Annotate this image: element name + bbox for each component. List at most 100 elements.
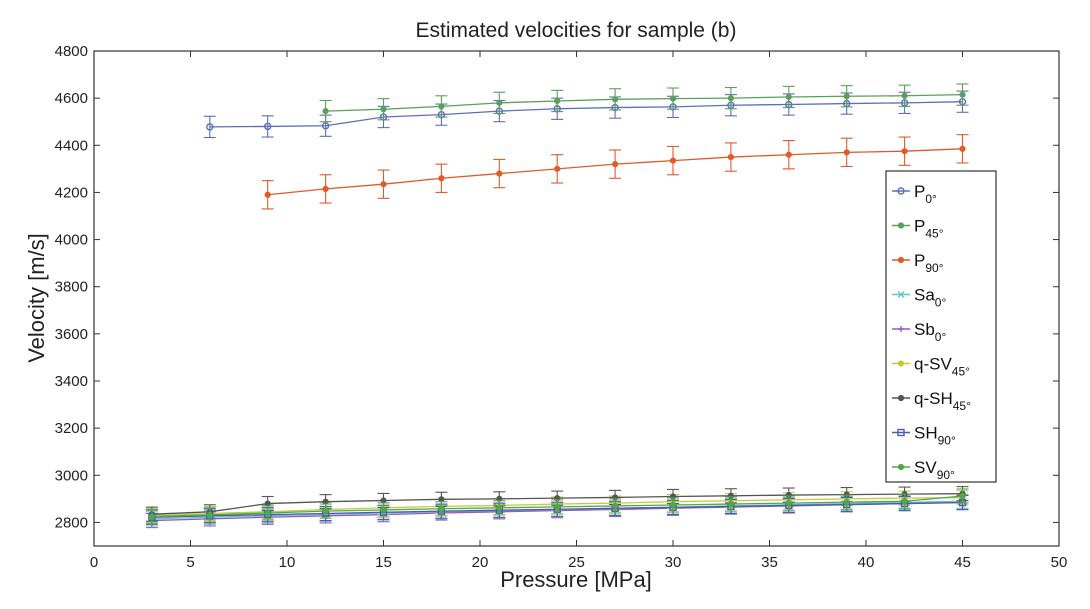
legend-label-subscript: 45°: [953, 399, 971, 413]
data-point: [380, 506, 387, 514]
legend-swatch-marker: [897, 256, 905, 264]
legend-entry: SV90°: [892, 458, 955, 482]
y-tick-label: 4800: [55, 43, 88, 60]
legend-entry: P90°: [892, 251, 944, 275]
series-sv-8: [145, 488, 969, 525]
data-point: [496, 170, 503, 177]
x-tick-label: 0: [90, 554, 98, 571]
data-point: [727, 500, 735, 508]
x-tick-label: 25: [568, 554, 585, 571]
series-line: [209, 101, 963, 128]
data-point: [612, 161, 619, 168]
data-point: [496, 504, 503, 511]
legend-label-name: Sa: [914, 286, 935, 305]
y-tick-label: 3400: [55, 373, 88, 390]
legend-label-subscript: 90°: [925, 261, 943, 275]
series-p-2: [261, 134, 969, 210]
legend-label: P0°: [914, 182, 937, 206]
y-tick-label: 4200: [55, 184, 88, 201]
data-point: [727, 95, 735, 102]
y-tick-label: 3600: [55, 326, 88, 343]
legend-entry: Sb0°: [892, 320, 946, 344]
y-tick-label: 4600: [55, 90, 88, 107]
data-point: [321, 122, 330, 130]
data-point: [496, 99, 503, 106]
y-tick-label: 3000: [55, 467, 88, 484]
legend-entry: P0°: [892, 182, 937, 206]
x-axis-label: Pressure [MPa]: [500, 567, 652, 592]
data-point: [901, 148, 908, 155]
series-line: [325, 93, 963, 112]
x-tick-label: 35: [761, 554, 778, 571]
legend-label-name: q-SH: [914, 389, 953, 408]
y-tick-label: 3200: [55, 420, 88, 437]
legend-label-subscript: 0°: [935, 330, 947, 344]
legend-label-name: P: [914, 182, 925, 201]
data-point: [264, 191, 271, 198]
legend-label-subscript: 90°: [937, 468, 955, 482]
legend-label: P90°: [914, 251, 944, 275]
data-point: [380, 106, 387, 113]
legend-label-subscript: 0°: [925, 192, 937, 206]
data-point: [264, 509, 271, 517]
legend-entry: q-SH45°: [892, 389, 971, 413]
data-point: [901, 498, 908, 505]
legend-label: SH90°: [914, 424, 956, 448]
x-tick-label: 40: [858, 554, 875, 571]
data-point: [669, 501, 677, 509]
y-tick-label: 3800: [55, 279, 88, 296]
data-point: [554, 97, 561, 105]
y-tick-label: 2800: [55, 514, 88, 531]
data-point: [785, 151, 792, 158]
legend-label-subscript: 45°: [925, 227, 943, 241]
legend-swatch-marker: [898, 326, 904, 332]
legend-label-name: SH: [914, 424, 938, 443]
data-point: [438, 175, 445, 182]
legend-label: Sa0°: [914, 286, 946, 310]
x-tick-label: 20: [472, 554, 489, 571]
legend-label: q-SH45°: [914, 389, 971, 413]
data-point: [669, 157, 677, 164]
data-point: [785, 93, 792, 101]
data-point: [727, 153, 735, 161]
legend-swatch-marker: [897, 187, 905, 195]
legend-swatch-marker: [897, 222, 905, 229]
legend-label-subscript: 0°: [935, 296, 947, 310]
legend-entry: P45°: [892, 217, 944, 241]
y-tick-label: 4400: [55, 137, 88, 154]
legend-label-name: q-SV: [914, 355, 952, 374]
data-point: [669, 95, 677, 102]
series-layer: [145, 83, 969, 529]
axis-ticks: 0 5 10 15 20 25 30 35 40 45 50 2800 3000 3200 3400 3600…: [55, 43, 1068, 571]
data-point: [554, 165, 561, 172]
legend-swatch-marker: [897, 394, 905, 402]
data-point: [785, 500, 792, 507]
legend-entry: q-SV45°: [892, 355, 970, 379]
y-tick-label: 4000: [55, 232, 88, 249]
legend-label-name: P: [914, 251, 925, 270]
data-point: [322, 185, 329, 192]
legend: P0°P45°P90°Sa0°Sb0°q-SV45°q-SH45°SH90°SV…: [885, 170, 997, 483]
data-point: [438, 505, 445, 512]
legend-entry: SH90°: [892, 424, 956, 448]
legend-label-name: P: [914, 217, 925, 236]
legend-swatch-marker: [897, 463, 905, 471]
data-point: [264, 122, 272, 131]
data-point: [380, 181, 387, 188]
legend-label-name: SV: [914, 458, 937, 477]
x-tick-label: 45: [954, 554, 971, 571]
x-tick-label: 15: [375, 554, 392, 571]
data-point: [612, 96, 619, 103]
data-point: [901, 92, 908, 99]
data-point: [438, 103, 445, 110]
x-tick-label: 30: [665, 554, 682, 571]
legend-swatch-marker: [897, 291, 905, 298]
legend-label-name: Sb: [914, 320, 935, 339]
data-point: [843, 93, 850, 100]
y-axis-label: Velocity [m/s]: [24, 233, 49, 363]
legend-swatch-marker: [897, 360, 905, 367]
series-p-1: [319, 83, 969, 123]
data-point: [206, 123, 214, 131]
data-point: [843, 149, 850, 156]
